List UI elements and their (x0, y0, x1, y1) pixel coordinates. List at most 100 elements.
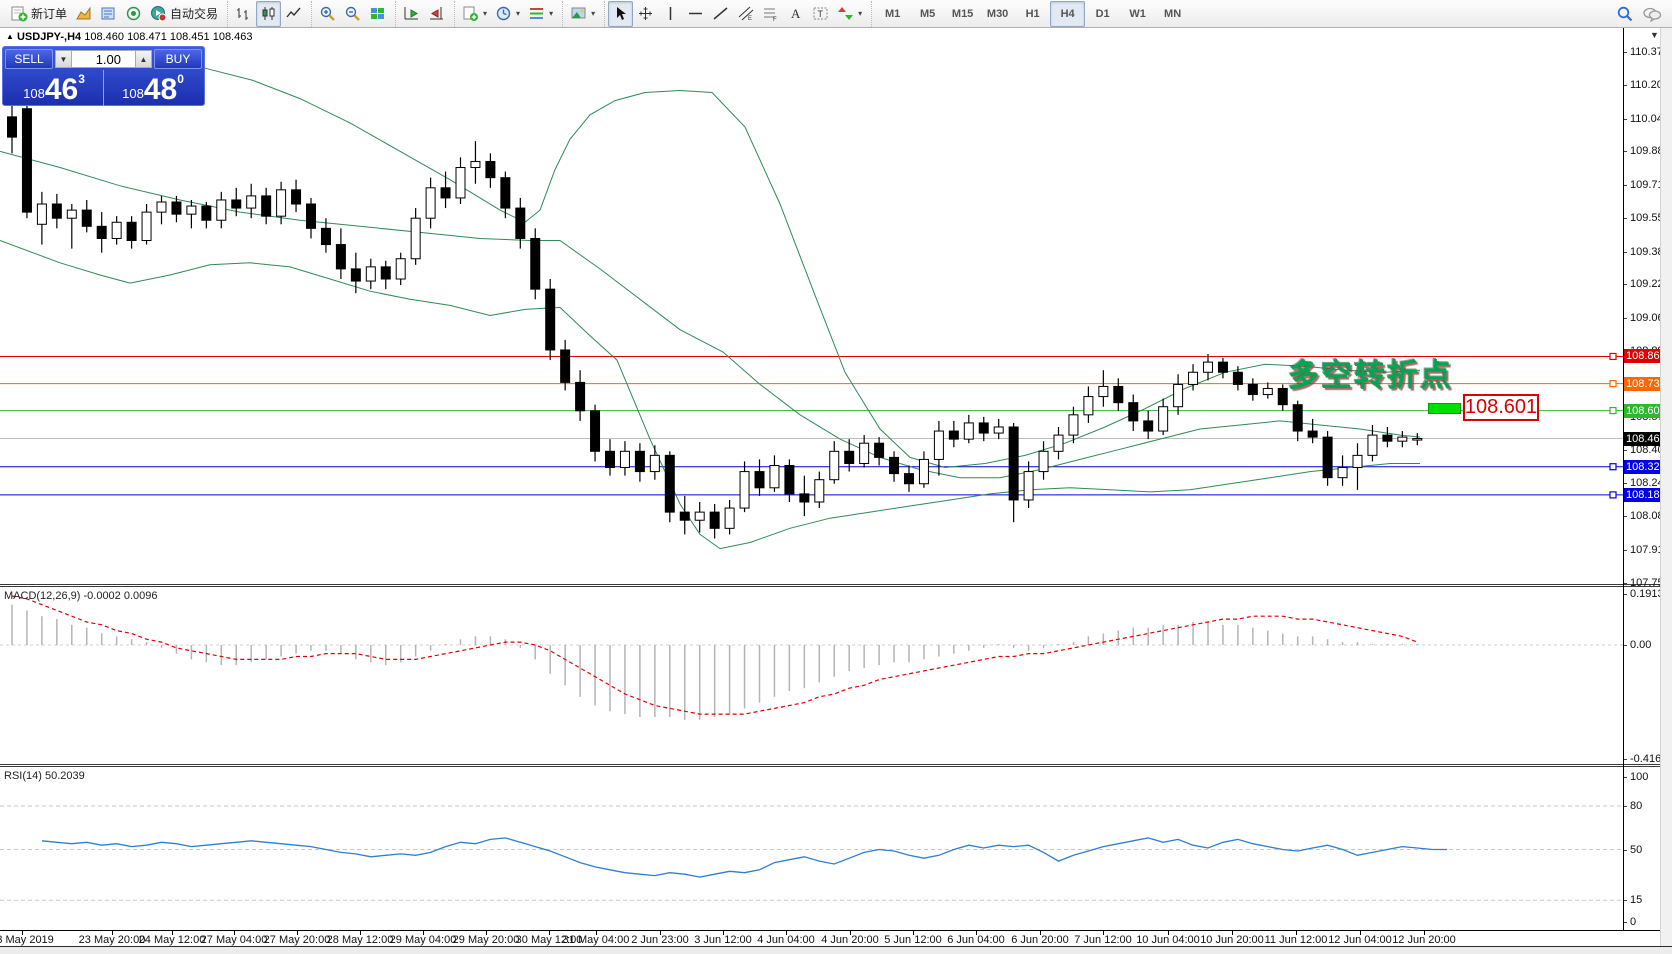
vline-button[interactable] (658, 1, 683, 27)
scrollbar[interactable] (1660, 28, 1672, 954)
autotrading-button[interactable]: 自动交易 (146, 1, 222, 27)
templates-button[interactable]: ▾ (566, 1, 599, 27)
text-button[interactable]: A (783, 1, 808, 27)
channel-button[interactable]: E (733, 1, 758, 27)
axis-tick-label: 107.915 (1630, 543, 1670, 556)
chart-shift-icon (428, 5, 445, 22)
volume-input[interactable]: 1.00 (72, 50, 135, 68)
dropdown-arrow-icon[interactable]: ▾ (516, 9, 521, 18)
zoom-in-button[interactable] (315, 1, 340, 27)
pane-separator[interactable] (0, 584, 1672, 585)
axis-tick-label: 108.405 (1630, 444, 1670, 457)
time-tick (723, 931, 724, 935)
new-order-button[interactable]: 新订单 (7, 1, 71, 27)
axis-tick-label: 80 (1630, 800, 1643, 812)
auto-scroll-icon (403, 5, 420, 22)
arrows-button[interactable]: ▾ (833, 1, 866, 27)
timeframe-h1-button[interactable]: H1 (1025, 7, 1040, 20)
axis-tick-label: 0 (1630, 916, 1637, 928)
line-handle[interactable] (1609, 406, 1617, 415)
scroll-to-end-icon[interactable]: ▼ (1650, 30, 1659, 40)
chart-window-icon (75, 5, 92, 22)
chat-icon (1642, 5, 1662, 23)
axis-tick (1623, 645, 1627, 646)
indicators-button[interactable]: ▾ (524, 1, 557, 27)
bollinger-middle (0, 150, 1421, 479)
macd-pane[interactable] (0, 587, 1623, 764)
dropdown-arrow-icon[interactable]: ▾ (858, 9, 863, 18)
rsi-pane[interactable] (0, 767, 1623, 930)
timeframe-w1-button[interactable]: W1 (1129, 7, 1146, 20)
axis-tick-label: 109.880 (1630, 145, 1670, 158)
dropdown-arrow-icon[interactable]: ▾ (591, 9, 596, 18)
line-chart-button[interactable] (281, 1, 306, 27)
timeframe-h4-button[interactable]: H4 (1050, 0, 1086, 27)
time-tick (786, 931, 787, 935)
chart-window-button[interactable] (71, 1, 96, 27)
volume-increase-button[interactable]: ▲ (135, 50, 152, 68)
timeframe-m1-button[interactable]: M1 (884, 7, 901, 20)
volume-decrease-button[interactable]: ▼ (55, 50, 72, 68)
candlestick-chart-button[interactable] (256, 0, 282, 27)
timeframe-d1-button[interactable]: D1 (1095, 7, 1110, 20)
crosshair-button[interactable] (633, 1, 658, 27)
symbol-info-bar: ▲ USDJPY-,H4 108.460 108.471 108.451 108… (6, 31, 252, 43)
axis-tick (1623, 900, 1627, 902)
pane-separator[interactable] (0, 764, 1672, 765)
level-price-label: 108.601 (1623, 403, 1666, 418)
timeframe-m5-button[interactable]: M5 (919, 7, 936, 20)
profiles-button[interactable]: ▾ (491, 1, 524, 27)
line-handle[interactable] (1609, 380, 1617, 388)
cursor-button[interactable] (608, 0, 634, 27)
sell-button[interactable]: SELL (5, 49, 53, 69)
zoom-out-button[interactable] (340, 1, 365, 27)
level-price-label: 108.734 (1623, 376, 1666, 391)
search-button[interactable] (1612, 1, 1638, 27)
auto-scroll-button[interactable] (399, 1, 424, 27)
buy-price[interactable]: 108 48 0 (104, 70, 202, 106)
time-tick (486, 931, 487, 935)
line-handle[interactable] (1609, 491, 1617, 499)
timeframe-m30-button[interactable]: M30 (986, 7, 1009, 20)
time-tick (1296, 931, 1297, 935)
axis-tick (1623, 516, 1627, 518)
line-handle[interactable] (1609, 463, 1617, 471)
axis-tick-label: 15 (1630, 894, 1643, 907)
chart-annotation-text[interactable]: 多空转折点 (1288, 358, 1453, 393)
trendline-button[interactable] (708, 1, 733, 27)
chat-button[interactable] (1638, 1, 1666, 27)
time-tick (660, 931, 661, 935)
tile-windows-button[interactable] (365, 1, 390, 27)
toolbar: 新订单 自动交易 ▾ ▾ ▾ ▾ E F A T ▾ M1 M5 M15 M30 H1 H4 D1 W1 MN (0, 0, 1672, 28)
svg-text:E: E (748, 16, 752, 22)
current-price-label: 108.463 (1623, 431, 1666, 446)
navigator-button[interactable] (121, 1, 146, 27)
line-handle[interactable] (1609, 352, 1617, 361)
time-tick (1040, 931, 1041, 935)
bollinger-lower (0, 240, 1420, 550)
rsi-axis: 100 80 50 15 0 (1623, 767, 1660, 930)
timeframe-mn-button[interactable]: MN (1164, 7, 1182, 20)
fibonacci-button[interactable]: F (758, 1, 783, 27)
bar-chart-button[interactable] (231, 1, 256, 27)
dropdown-arrow-icon[interactable]: ▾ (483, 9, 488, 18)
hline-button[interactable] (683, 1, 708, 27)
new-chart-button[interactable]: ▾ (458, 1, 491, 27)
time-tick (1103, 931, 1104, 935)
buy-button[interactable]: BUY (154, 49, 202, 69)
market-watch-button[interactable] (96, 1, 121, 27)
axis-tick (1623, 549, 1627, 551)
zoom-out-icon (344, 5, 361, 22)
time-tick (112, 931, 113, 935)
sell-price[interactable]: 108 46 3 (5, 70, 104, 106)
price-tag-swatch[interactable] (1428, 403, 1461, 414)
text-label-button[interactable]: T (808, 1, 833, 27)
price-tag-label[interactable]: 108.601 (1463, 394, 1539, 421)
axis-tick-label: 109.385 (1630, 245, 1670, 258)
timeframe-m15-button[interactable]: M15 (951, 7, 974, 20)
dropdown-arrow-icon[interactable]: ▾ (549, 9, 554, 18)
hline-icon (687, 5, 704, 22)
main-chart-pane[interactable] (0, 28, 1623, 584)
chart-shift-button[interactable] (424, 1, 449, 27)
